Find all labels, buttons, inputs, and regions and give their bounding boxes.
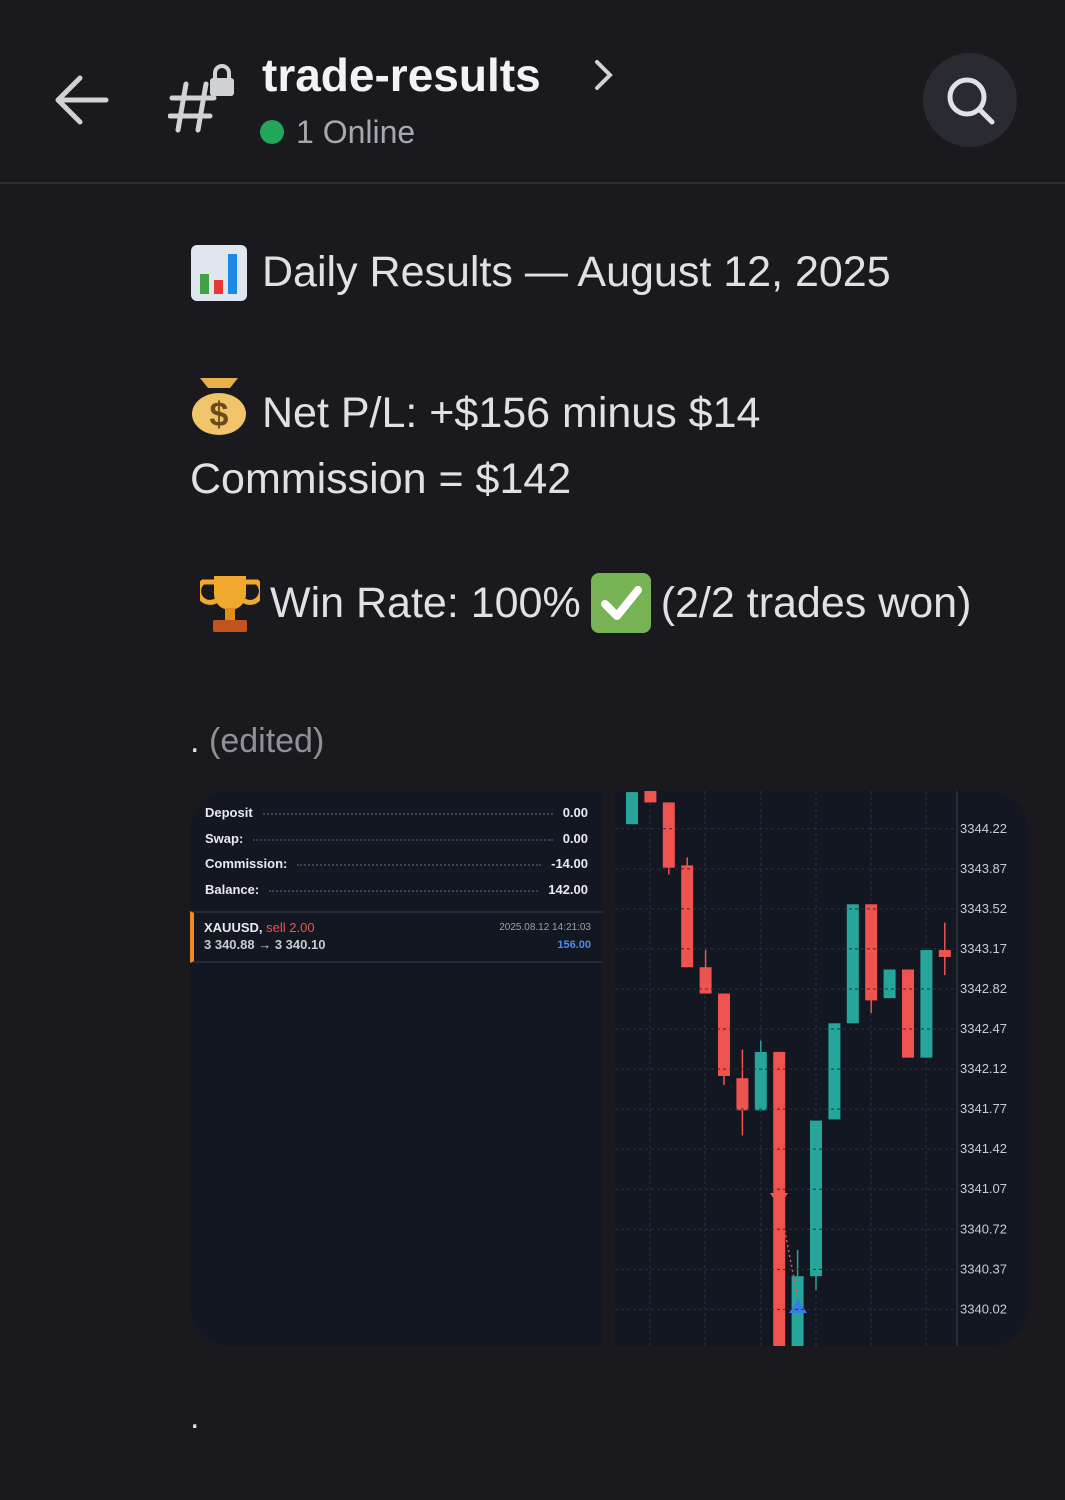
candle-body [699, 967, 712, 994]
row-value: -14.00 [551, 855, 588, 871]
message-title: Daily Results — August 12, 2025 [262, 248, 891, 296]
y-tick-label: 3341.07 [960, 1181, 1007, 1196]
side: sell 2.00 [266, 920, 315, 935]
candles [626, 791, 951, 1346]
win-rate-line: Win Rate: 100% (2/2 trades won) [200, 572, 971, 634]
edited-tag: (edited) [209, 722, 325, 760]
profit: 156.00 [557, 939, 591, 951]
candle-body [736, 1078, 749, 1111]
back-button[interactable] [50, 70, 114, 130]
net-pl: Net P/L: +$156 minus $14 Commission = $1… [190, 389, 761, 503]
channel-icon [168, 64, 234, 133]
row-value: 0.00 [562, 804, 588, 820]
candle-body [865, 904, 878, 1001]
search-button[interactable] [923, 53, 1017, 147]
prices: 3 340.88 → 3 340.10 [204, 937, 326, 952]
top-bar: trade-results 1 Online [0, 0, 1065, 184]
y-tick-label: 3342.82 [960, 981, 1007, 996]
chevron[interactable] [592, 58, 616, 92]
y-tick-label: 3340.72 [960, 1221, 1007, 1236]
trailing-dot: . [190, 1398, 200, 1436]
y-tick-label: 3341.42 [960, 1141, 1007, 1156]
y-tick-label: 3343.17 [960, 941, 1007, 956]
message-dot: . [190, 722, 200, 760]
check-emoji [590, 573, 651, 633]
candle-body [718, 993, 730, 1076]
svg-text:$: $ [210, 396, 229, 434]
time: 2025.08.12 14:21:03 [499, 922, 591, 933]
candle-body [883, 969, 896, 999]
candle-body [938, 950, 951, 957]
candle-body [902, 969, 914, 1058]
row-label: Deposit [205, 804, 253, 820]
y-tick-label: 3342.47 [960, 1021, 1007, 1036]
candle-body [828, 1023, 841, 1120]
candle-body [846, 904, 859, 1024]
symbol: XAUUSD, [204, 920, 263, 935]
y-tick-label: 3343.52 [960, 901, 1007, 916]
row-label: Swap: [205, 830, 244, 846]
y-tick-label: 3341.77 [960, 1101, 1007, 1116]
candle-body [626, 792, 638, 825]
y-tick-label: 3343.87 [960, 861, 1007, 876]
money-emoji: $ [192, 378, 246, 435]
row-value: 142.00 [548, 881, 588, 897]
trophy-emoji [200, 576, 260, 632]
account-panel: Deposit 0.00 Swap: 0.00 Commission: -14.00 … [190, 791, 603, 1346]
chart-emoji [191, 245, 247, 301]
y-tick-label: 3342.12 [960, 1061, 1007, 1076]
online-status: 1 Online [296, 114, 416, 150]
trade-count: (2/2 trades won) [660, 578, 972, 627]
win-rate: Win Rate: 100% [270, 578, 581, 627]
candle-body [754, 1051, 767, 1111]
y-tick-label: 3340.37 [960, 1261, 1007, 1276]
trade-row[interactable]: XAUUSD, sell 2.00 3 340.88 → 3 340.10 20… [190, 911, 603, 963]
row-value: 0.00 [562, 830, 588, 846]
candle-body [920, 950, 933, 1058]
y-tick-label: 3344.22 [960, 821, 1007, 836]
row-label: Balance: [205, 881, 260, 897]
vertical-grid [649, 791, 927, 1346]
candle-body [681, 865, 694, 968]
online-dot [260, 120, 284, 144]
channel-name[interactable]: trade-results [262, 49, 541, 101]
candle-body [810, 1120, 822, 1277]
candle-body [662, 802, 675, 868]
y-tick-label: 3340.02 [960, 1301, 1007, 1316]
row-label: Commission: [205, 855, 288, 871]
candle-chart: 3344.22 3343.87 3343.52 3343.17 3342.82 3342.… [615, 791, 1028, 1346]
image-attachment[interactable]: Deposit 0.00 Swap: 0.00 Commission: -14.00 … [190, 791, 1028, 1346]
candle-body [644, 791, 657, 803]
